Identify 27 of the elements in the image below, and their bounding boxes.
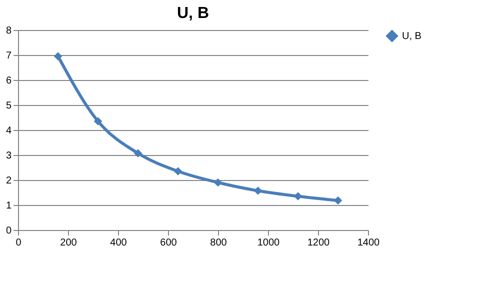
point [334, 196, 342, 205]
point [94, 117, 102, 126]
point [134, 149, 142, 158]
y-tick-label: 7 [6, 50, 12, 62]
y-tick-label: 4 [6, 126, 12, 136]
x-tick-label: 400 [110, 238, 128, 248]
y-tick-label: 1 [6, 200, 12, 212]
y-tick-label: 3 [6, 150, 12, 162]
y-tick-label: 8 [6, 26, 12, 36]
x-tick-label: 0 [16, 238, 22, 248]
x-tick-label: 1200 [307, 238, 330, 248]
y-tick-label: 2 [6, 176, 12, 186]
point [254, 186, 262, 195]
y-tick-label: 5 [6, 100, 12, 112]
point [294, 192, 302, 200]
x-tick-label: 800 [210, 238, 228, 248]
y-tick-label: 6 [6, 76, 12, 86]
point [174, 167, 182, 176]
point [54, 52, 62, 60]
x-tick-label: 600 [160, 238, 178, 248]
legend-label: U, B [402, 31, 422, 42]
x-tick-label: 200 [60, 238, 78, 248]
chart-title: U, B [177, 5, 209, 22]
x-tick-label: 1400 [357, 238, 380, 248]
y-tick-label: 0 [6, 226, 12, 236]
point [214, 178, 222, 187]
x-tick-label: 1000 [257, 238, 280, 248]
